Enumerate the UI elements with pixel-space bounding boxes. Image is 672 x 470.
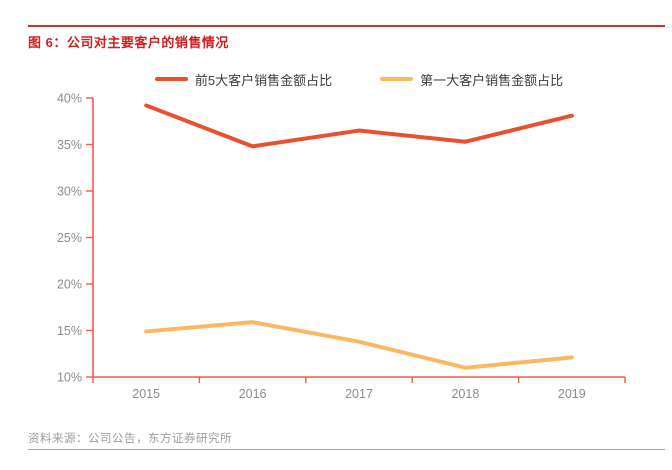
y-tick-label: 25%: [57, 231, 82, 245]
figure-title: 图 6：公司对主要客户的销售情况: [28, 35, 229, 50]
x-tick-label: 2018: [451, 387, 479, 401]
y-tick-label: 15%: [57, 324, 82, 338]
x-tick-label: 2015: [132, 387, 160, 401]
legend-label: 前5大客户销售金额占比: [194, 72, 333, 88]
source-note: 资料来源：公司公告，东方证券研究所: [28, 433, 232, 445]
legend-item-1: 第一大客户销售金额占比: [380, 70, 563, 89]
footer-divider: [28, 449, 665, 450]
series-line-1: [144, 320, 574, 370]
legend-item-0: 前5大客户销售金额占比: [154, 70, 333, 89]
x-tick-label: 2017: [345, 387, 373, 401]
x-tick-label: 2019: [558, 387, 586, 401]
header-divider: [28, 25, 665, 27]
chart-legend: 前5大客户销售金额占比 第一大客户销售金额占比: [93, 70, 625, 88]
legend-label: 第一大客户销售金额占比: [420, 72, 564, 88]
legend-swatch-icon: [380, 77, 414, 81]
y-tick-label: 35%: [57, 138, 82, 152]
y-tick-label: 10%: [57, 371, 82, 385]
y-tick-label: 20%: [57, 278, 82, 292]
legend-swatch-icon: [154, 77, 188, 81]
y-tick-label: 40%: [57, 92, 82, 106]
series-line-0: [144, 103, 574, 149]
x-tick-label: 2016: [239, 387, 267, 401]
y-tick-label: 30%: [57, 185, 82, 199]
